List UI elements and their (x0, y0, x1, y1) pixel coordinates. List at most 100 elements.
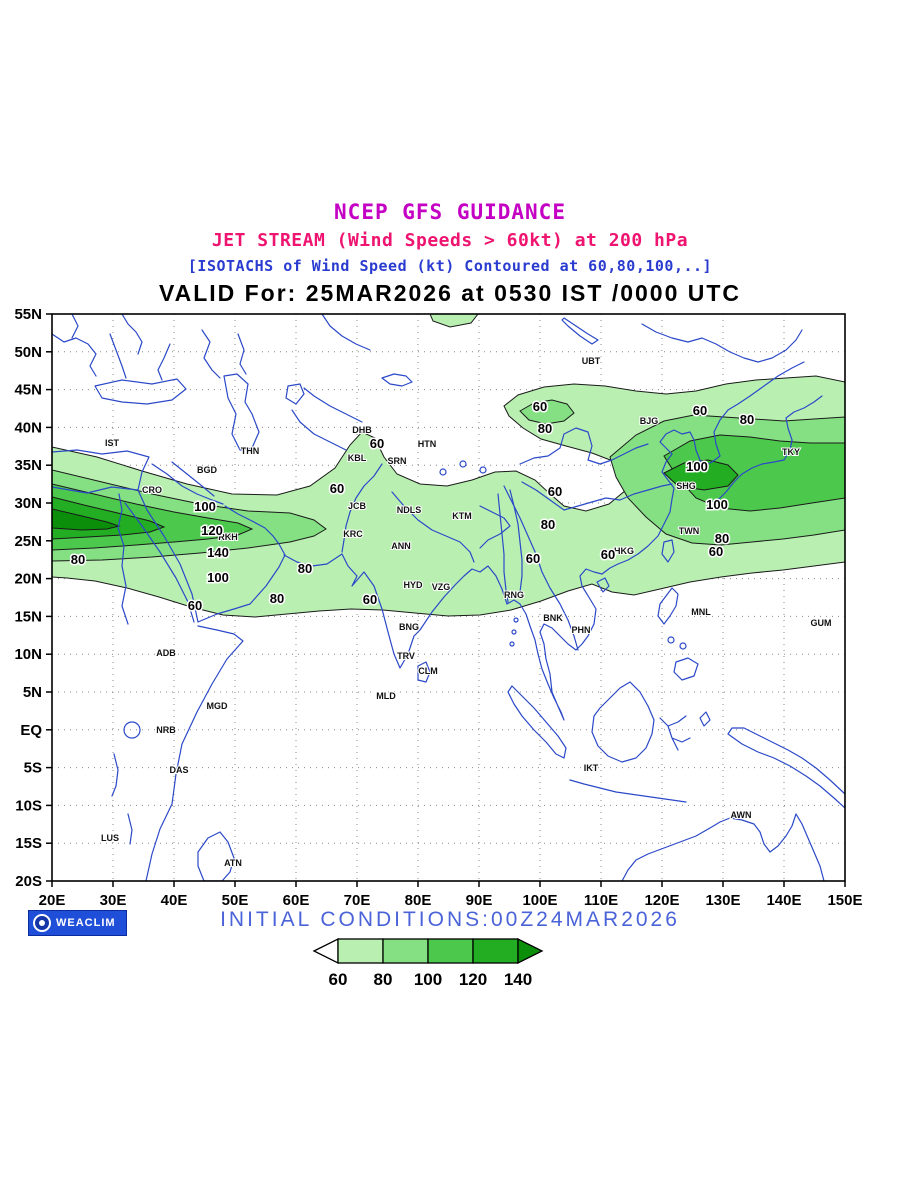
station-label: MLD (376, 691, 396, 701)
station-label: KTM (452, 511, 472, 521)
station-label: SRN (387, 456, 406, 466)
contour-label: 60 (363, 592, 377, 607)
station-label: CLM (418, 666, 438, 676)
y-axis-tick-label: 5S (24, 760, 42, 777)
contour-label: 60 (370, 436, 384, 451)
station-label: ANN (391, 541, 411, 551)
x-axis-tick-label: 30E (100, 892, 127, 909)
station-label: HKG (614, 546, 634, 556)
station-label: THN (241, 446, 260, 456)
contour-label: 80 (538, 421, 552, 436)
title-isotach-note: [ISOTACHS of Wind Speed (kt) Contoured a… (187, 257, 713, 275)
station-label: JCB (348, 501, 367, 511)
station-label: PHN (571, 625, 590, 635)
contour-label: 80 (541, 517, 555, 532)
station-label: SHG (676, 481, 696, 491)
colorbar-canvas: 60 80 100 120 140 (312, 937, 544, 989)
contour-label: 120 (201, 523, 223, 538)
y-axis-tick-label: 25N (14, 533, 42, 550)
station-label: BNG (399, 622, 419, 632)
station-label: CRO (142, 485, 162, 495)
station-label: MNL (691, 607, 711, 617)
station-label: TWN (679, 526, 700, 536)
title-valid-time: VALID For: 25MAR2026 at 0530 IST /0000 U… (158, 280, 742, 306)
station-label: BNK (543, 613, 563, 623)
station-label: MGD (207, 701, 228, 711)
contour-label: 60 (709, 544, 723, 559)
contour-label: 80 (71, 552, 85, 567)
footer: INITIAL CONDITIONS:00Z24MAR2026 WEACLIM (0, 908, 900, 938)
station-label: TRV (397, 651, 415, 661)
x-axis-tick-label: 50E (222, 892, 249, 909)
station-label: KBL (348, 453, 367, 463)
station-label: ADB (156, 648, 176, 658)
y-axis-tick-label: 5N (23, 684, 42, 701)
station-label: UBT (582, 356, 601, 366)
contour-label: 80 (740, 412, 754, 427)
x-axis-tick-label: 70E (344, 892, 371, 909)
isotach-map: IST THN BGD CRO RKH UBT DHB KBL SRN HTN BJG TKY SHG J… (0, 300, 900, 950)
x-axis-tick-label: 110E (584, 892, 618, 909)
y-axis-tick-label: EQ (20, 722, 42, 739)
title-block: NCEP GFS GUIDANCE JET STREAM (Wind Speed… (0, 200, 900, 307)
y-axis-tick-label: 40N (14, 419, 42, 436)
y-axis-tick-label: 15N (14, 608, 42, 625)
station-label: TKY (782, 447, 800, 457)
contour-label: 60 (188, 598, 202, 613)
y-axis-tick-label: 10N (14, 646, 42, 663)
y-axis-tick-label: 45N (14, 382, 42, 399)
station-label: DHB (352, 425, 372, 435)
x-axis-tick-label: 130E (705, 892, 740, 909)
station-label: NDLS (397, 505, 422, 515)
contour-label: 80 (715, 531, 729, 546)
station-label: AWN (731, 810, 752, 820)
contour-label: 100 (686, 459, 708, 474)
y-axis-tick-label: 35N (14, 457, 42, 474)
contour-label: 140 (207, 545, 229, 560)
weaclim-label: WEACLIM (56, 917, 116, 929)
y-axis-tick-label: 50N (14, 344, 42, 361)
station-label: HTN (418, 439, 437, 449)
colorbar-tick-label: 80 (374, 970, 393, 989)
map-canvas: IST THN BGD CRO RKH UBT DHB KBL SRN HTN BJG TKY SHG J… (14, 306, 862, 909)
contour-label: 60 (601, 547, 615, 562)
contour-label: 100 (706, 497, 728, 512)
x-axis-tick-label: 100E (522, 892, 557, 909)
station-label: VZG (432, 582, 451, 592)
y-axis-tick-label: 20S (15, 873, 42, 890)
x-axis-tick-label: 80E (405, 892, 432, 909)
contour-label: 60 (693, 403, 707, 418)
colorbar-tick-label: 60 (329, 970, 348, 989)
contour-label: 100 (194, 499, 216, 514)
station-label: IST (105, 438, 120, 448)
title-product: JET STREAM (Wind Speeds > 60kt) at 200 h… (211, 230, 689, 251)
station-label: DAS (169, 765, 188, 775)
station-label: RKH (218, 532, 238, 542)
station-label: KRC (343, 529, 363, 539)
station-label: HYD (403, 580, 423, 590)
x-axis-tick-label: 150E (827, 892, 862, 909)
station-label: RNG (504, 590, 524, 600)
contour-label: 60 (548, 484, 562, 499)
station-label: LUS (101, 833, 119, 843)
weaclim-badge: WEACLIM (28, 910, 127, 936)
x-axis-tick-label: 60E (283, 892, 310, 909)
contour-label: 60 (533, 399, 547, 414)
contour-label: 60 (526, 551, 540, 566)
weaclim-logo-icon (33, 914, 51, 932)
contour-label: 60 (330, 481, 344, 496)
station-label: NRB (156, 725, 176, 735)
station-label: ATN (224, 858, 242, 868)
x-axis-tick-label: 140E (766, 892, 801, 909)
x-axis-tick-label: 40E (161, 892, 188, 909)
initial-conditions-label: INITIAL CONDITIONS:00Z24MAR2026 (220, 908, 680, 931)
x-axis-tick-label: 120E (644, 892, 679, 909)
station-label: BGD (197, 465, 218, 475)
x-axis-tick-label: 90E (466, 892, 493, 909)
x-axis-tick-label: 20E (39, 892, 66, 909)
y-axis-tick-label: 30N (14, 495, 42, 512)
y-axis-tick-label: 55N (14, 306, 42, 323)
colorbar-tick-label: 120 (459, 970, 487, 989)
colorbar-tick-label: 140 (504, 970, 532, 989)
contour-label: 100 (207, 570, 229, 585)
